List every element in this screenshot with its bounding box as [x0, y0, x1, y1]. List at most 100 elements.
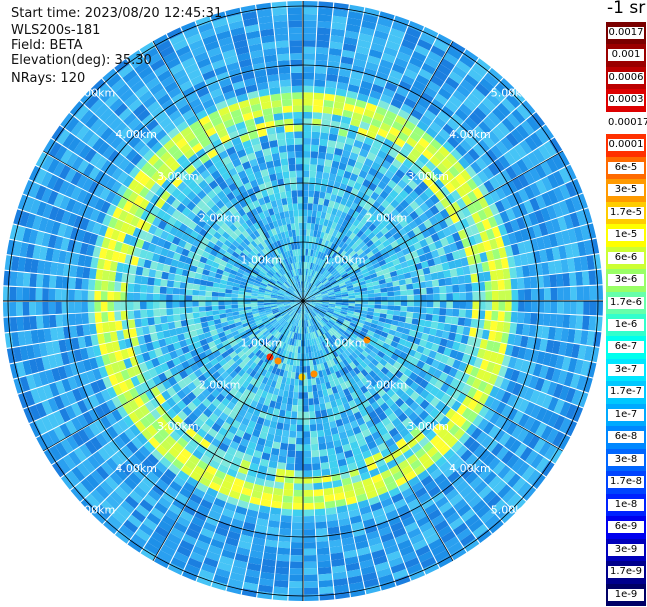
range-bin [303, 502, 314, 510]
range-bin [81, 290, 89, 301]
range-bin [393, 407, 404, 418]
range-bin [286, 323, 292, 331]
range-bin [314, 79, 326, 87]
range-bin [305, 313, 308, 321]
range-bin [303, 379, 308, 386]
range-bin [68, 313, 76, 326]
range-bin [563, 371, 574, 387]
range-bin [288, 364, 293, 372]
range-bin [362, 571, 378, 582]
range-bin [303, 568, 318, 575]
range-bin [225, 308, 233, 314]
range-bin [482, 490, 497, 504]
range-bin [343, 331, 351, 338]
range-bin [396, 504, 410, 516]
range-bin [373, 308, 381, 313]
range-bin [380, 532, 395, 543]
range-bin [81, 301, 89, 313]
range-bin [231, 301, 238, 305]
range-bin [325, 152, 334, 161]
range-bin [374, 406, 384, 416]
range-bin [488, 330, 497, 341]
range-bin [354, 432, 365, 441]
range-bin [423, 562, 440, 575]
range-bin [280, 86, 292, 94]
range-bin [286, 357, 291, 365]
range-bin [410, 357, 420, 366]
range-bin [334, 307, 342, 311]
range-bin [166, 301, 173, 309]
range-bin [321, 318, 328, 324]
range-bin [221, 436, 232, 447]
range-bin [309, 417, 316, 425]
range-bin [376, 567, 392, 578]
range-bin [340, 311, 348, 315]
range-bin [428, 538, 444, 551]
range-bin [288, 437, 296, 445]
range-bin [309, 424, 317, 432]
range-bin [383, 453, 395, 464]
range-bin [390, 562, 406, 574]
range-bin [472, 402, 484, 415]
range-bin [303, 92, 314, 100]
range-bin [272, 186, 280, 194]
range-bin [242, 388, 251, 398]
range-bin [187, 557, 203, 569]
range-bin [301, 307, 303, 315]
range-bin [415, 545, 431, 557]
range-bin [258, 382, 266, 391]
range-bin [327, 307, 335, 311]
range-bin [407, 437, 418, 449]
range-bin [289, 581, 303, 588]
range-bin [399, 443, 411, 454]
range-bin [541, 326, 550, 339]
range-bin [376, 397, 386, 407]
range-bin [167, 562, 184, 576]
range-bin [281, 164, 289, 173]
range-bin [265, 392, 273, 401]
range-bin [108, 271, 117, 282]
range-bin [329, 351, 336, 360]
range-bin [215, 417, 225, 427]
range-bin [419, 379, 429, 389]
range-bin [409, 401, 420, 412]
range-bin [216, 491, 229, 502]
range-bin [281, 396, 288, 405]
range-bin [373, 479, 386, 490]
range-bin [328, 306, 335, 310]
range-bin [380, 402, 390, 412]
range-bin [274, 27, 289, 36]
range-bin [205, 296, 212, 301]
range-bin [297, 203, 303, 210]
range-bin [318, 573, 333, 581]
range-bin [345, 428, 355, 438]
range-bin [295, 229, 300, 237]
range-bin [219, 555, 234, 566]
range-bin [352, 480, 364, 490]
range-bin [392, 361, 402, 370]
range-bin [287, 7, 302, 15]
range-bin [386, 550, 402, 562]
range-bin [198, 306, 206, 312]
range-bin [324, 434, 333, 443]
range-bin [166, 280, 175, 288]
range-bin [183, 504, 197, 517]
range-bin [348, 354, 356, 362]
range-bin [303, 541, 316, 549]
range-bin [264, 479, 275, 488]
range-bin [303, 222, 307, 230]
range-bin [367, 304, 375, 309]
range-bin [376, 325, 384, 332]
range-bin [454, 333, 463, 343]
range-bin [16, 272, 24, 287]
range-bin [167, 321, 176, 330]
range-bin [292, 318, 296, 326]
range-bin [300, 353, 303, 360]
range-bin [401, 417, 413, 428]
range-bin [565, 403, 577, 420]
range-bin [94, 279, 102, 291]
range-bin [329, 420, 337, 429]
range-bin [319, 349, 325, 357]
range-bin [173, 475, 186, 487]
